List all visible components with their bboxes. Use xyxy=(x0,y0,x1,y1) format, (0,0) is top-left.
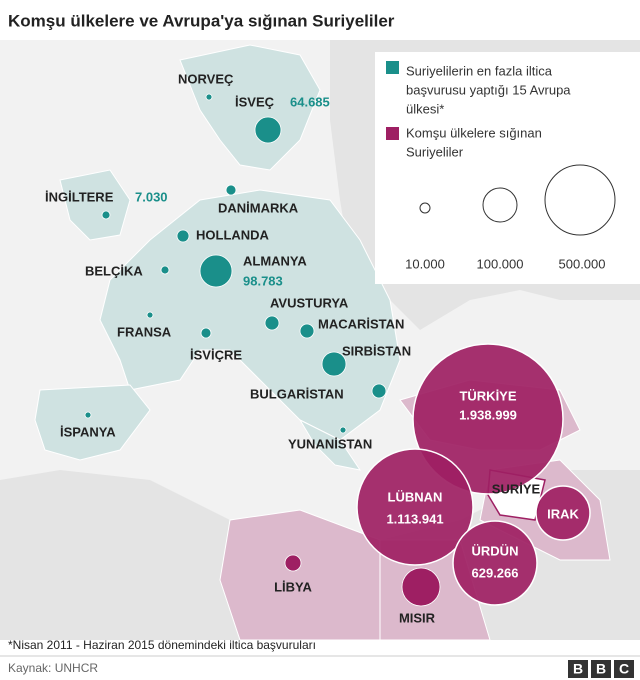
bubble xyxy=(356,448,474,566)
bubble xyxy=(299,323,315,339)
bbc-logo xyxy=(568,660,634,678)
country-label: YUNANİSTAN xyxy=(288,436,372,451)
size-legend-circle xyxy=(419,202,431,214)
country-label: İNGİLTERE xyxy=(45,189,114,204)
bubble xyxy=(254,116,282,144)
country-label: BELÇİKA xyxy=(85,263,143,278)
bubble xyxy=(412,343,564,495)
bubble xyxy=(371,383,387,399)
bubble xyxy=(200,327,212,339)
logo-block xyxy=(614,660,634,678)
size-legend-label: 500.000 xyxy=(559,256,606,271)
bubble xyxy=(101,210,111,220)
bubble xyxy=(205,93,213,101)
bubble xyxy=(225,184,237,196)
bubble xyxy=(284,554,302,572)
country-label: AVUSTURYA xyxy=(270,295,349,310)
legend-swatch-europe xyxy=(386,61,399,74)
bubble xyxy=(146,311,154,319)
country-label: İSPANYA xyxy=(60,424,116,439)
footnote: *Nisan 2011 - Haziran 2015 dönemindeki i… xyxy=(8,638,316,652)
country-label: DANİMARKA xyxy=(218,200,299,215)
bubble xyxy=(321,351,347,377)
country-label: MACARİSTAN xyxy=(318,316,404,331)
bubble xyxy=(176,229,190,243)
country-label: ÜRDÜN xyxy=(472,543,519,558)
title: Komşu ülkelere ve Avrupa'ya sığınan Suri… xyxy=(8,11,395,30)
country-label: İSVEÇ xyxy=(235,94,275,109)
country-label: ALMANYA xyxy=(243,253,307,268)
logo-letter: B xyxy=(596,661,606,677)
country-label: HOLLANDA xyxy=(196,227,270,242)
iberia xyxy=(34,384,151,461)
size-legend-label: 100.000 xyxy=(477,256,524,271)
logo-block xyxy=(591,660,611,678)
bubble xyxy=(452,520,538,606)
bubble xyxy=(160,265,170,275)
country-label: LÜBNAN xyxy=(388,489,443,504)
country-label: BULGARİSTAN xyxy=(250,386,344,401)
britain xyxy=(59,169,131,241)
country-label: SIRBİSTAN xyxy=(342,343,411,358)
country-value: 629.266 xyxy=(472,565,519,580)
country-value: 1.938.999 xyxy=(459,407,517,422)
legend-text: Suriyelilerin en fazla iltica xyxy=(406,63,553,78)
legend-text: başvurusu yaptığı 15 Avrupa xyxy=(406,82,571,97)
bubble xyxy=(199,254,233,288)
bubble xyxy=(84,411,92,419)
size-legend-circle xyxy=(482,187,518,223)
bubble xyxy=(401,567,441,607)
country-value: 7.030 xyxy=(135,189,168,204)
greece xyxy=(298,418,362,471)
bubble xyxy=(339,426,347,434)
bubble xyxy=(264,315,280,331)
country-label: FRANSA xyxy=(117,324,172,339)
legend-text: Komşu ülkelere sığınan xyxy=(406,125,542,140)
source: Kaynak: UNHCR xyxy=(8,661,98,675)
legend-text: ülkesi* xyxy=(406,101,444,116)
country-value: 64.685 xyxy=(290,94,330,109)
logo-letter: B xyxy=(573,661,583,677)
legend-panel xyxy=(375,52,640,284)
country-label: SURİYE xyxy=(492,481,541,496)
country-label: IRAK xyxy=(547,506,579,521)
country-label: TÜRKİYE xyxy=(459,388,516,403)
country-label: İSVİÇRE xyxy=(190,347,242,362)
bubble xyxy=(535,485,591,541)
country-label: MISIR xyxy=(399,610,436,625)
country-label: NORVEÇ xyxy=(178,71,234,86)
country-label: LİBYA xyxy=(274,579,312,594)
country-value: 1.113.941 xyxy=(386,511,443,526)
legend-swatch-neighbours xyxy=(386,127,399,140)
size-legend-circle xyxy=(544,164,616,236)
logo-block xyxy=(568,660,588,678)
scandinavia xyxy=(179,44,321,171)
country-value: 98.783 xyxy=(243,273,283,288)
logo-letter: C xyxy=(619,661,629,677)
legend-text: Suriyeliler xyxy=(406,144,464,159)
size-legend-label: 10.000 xyxy=(405,256,445,271)
